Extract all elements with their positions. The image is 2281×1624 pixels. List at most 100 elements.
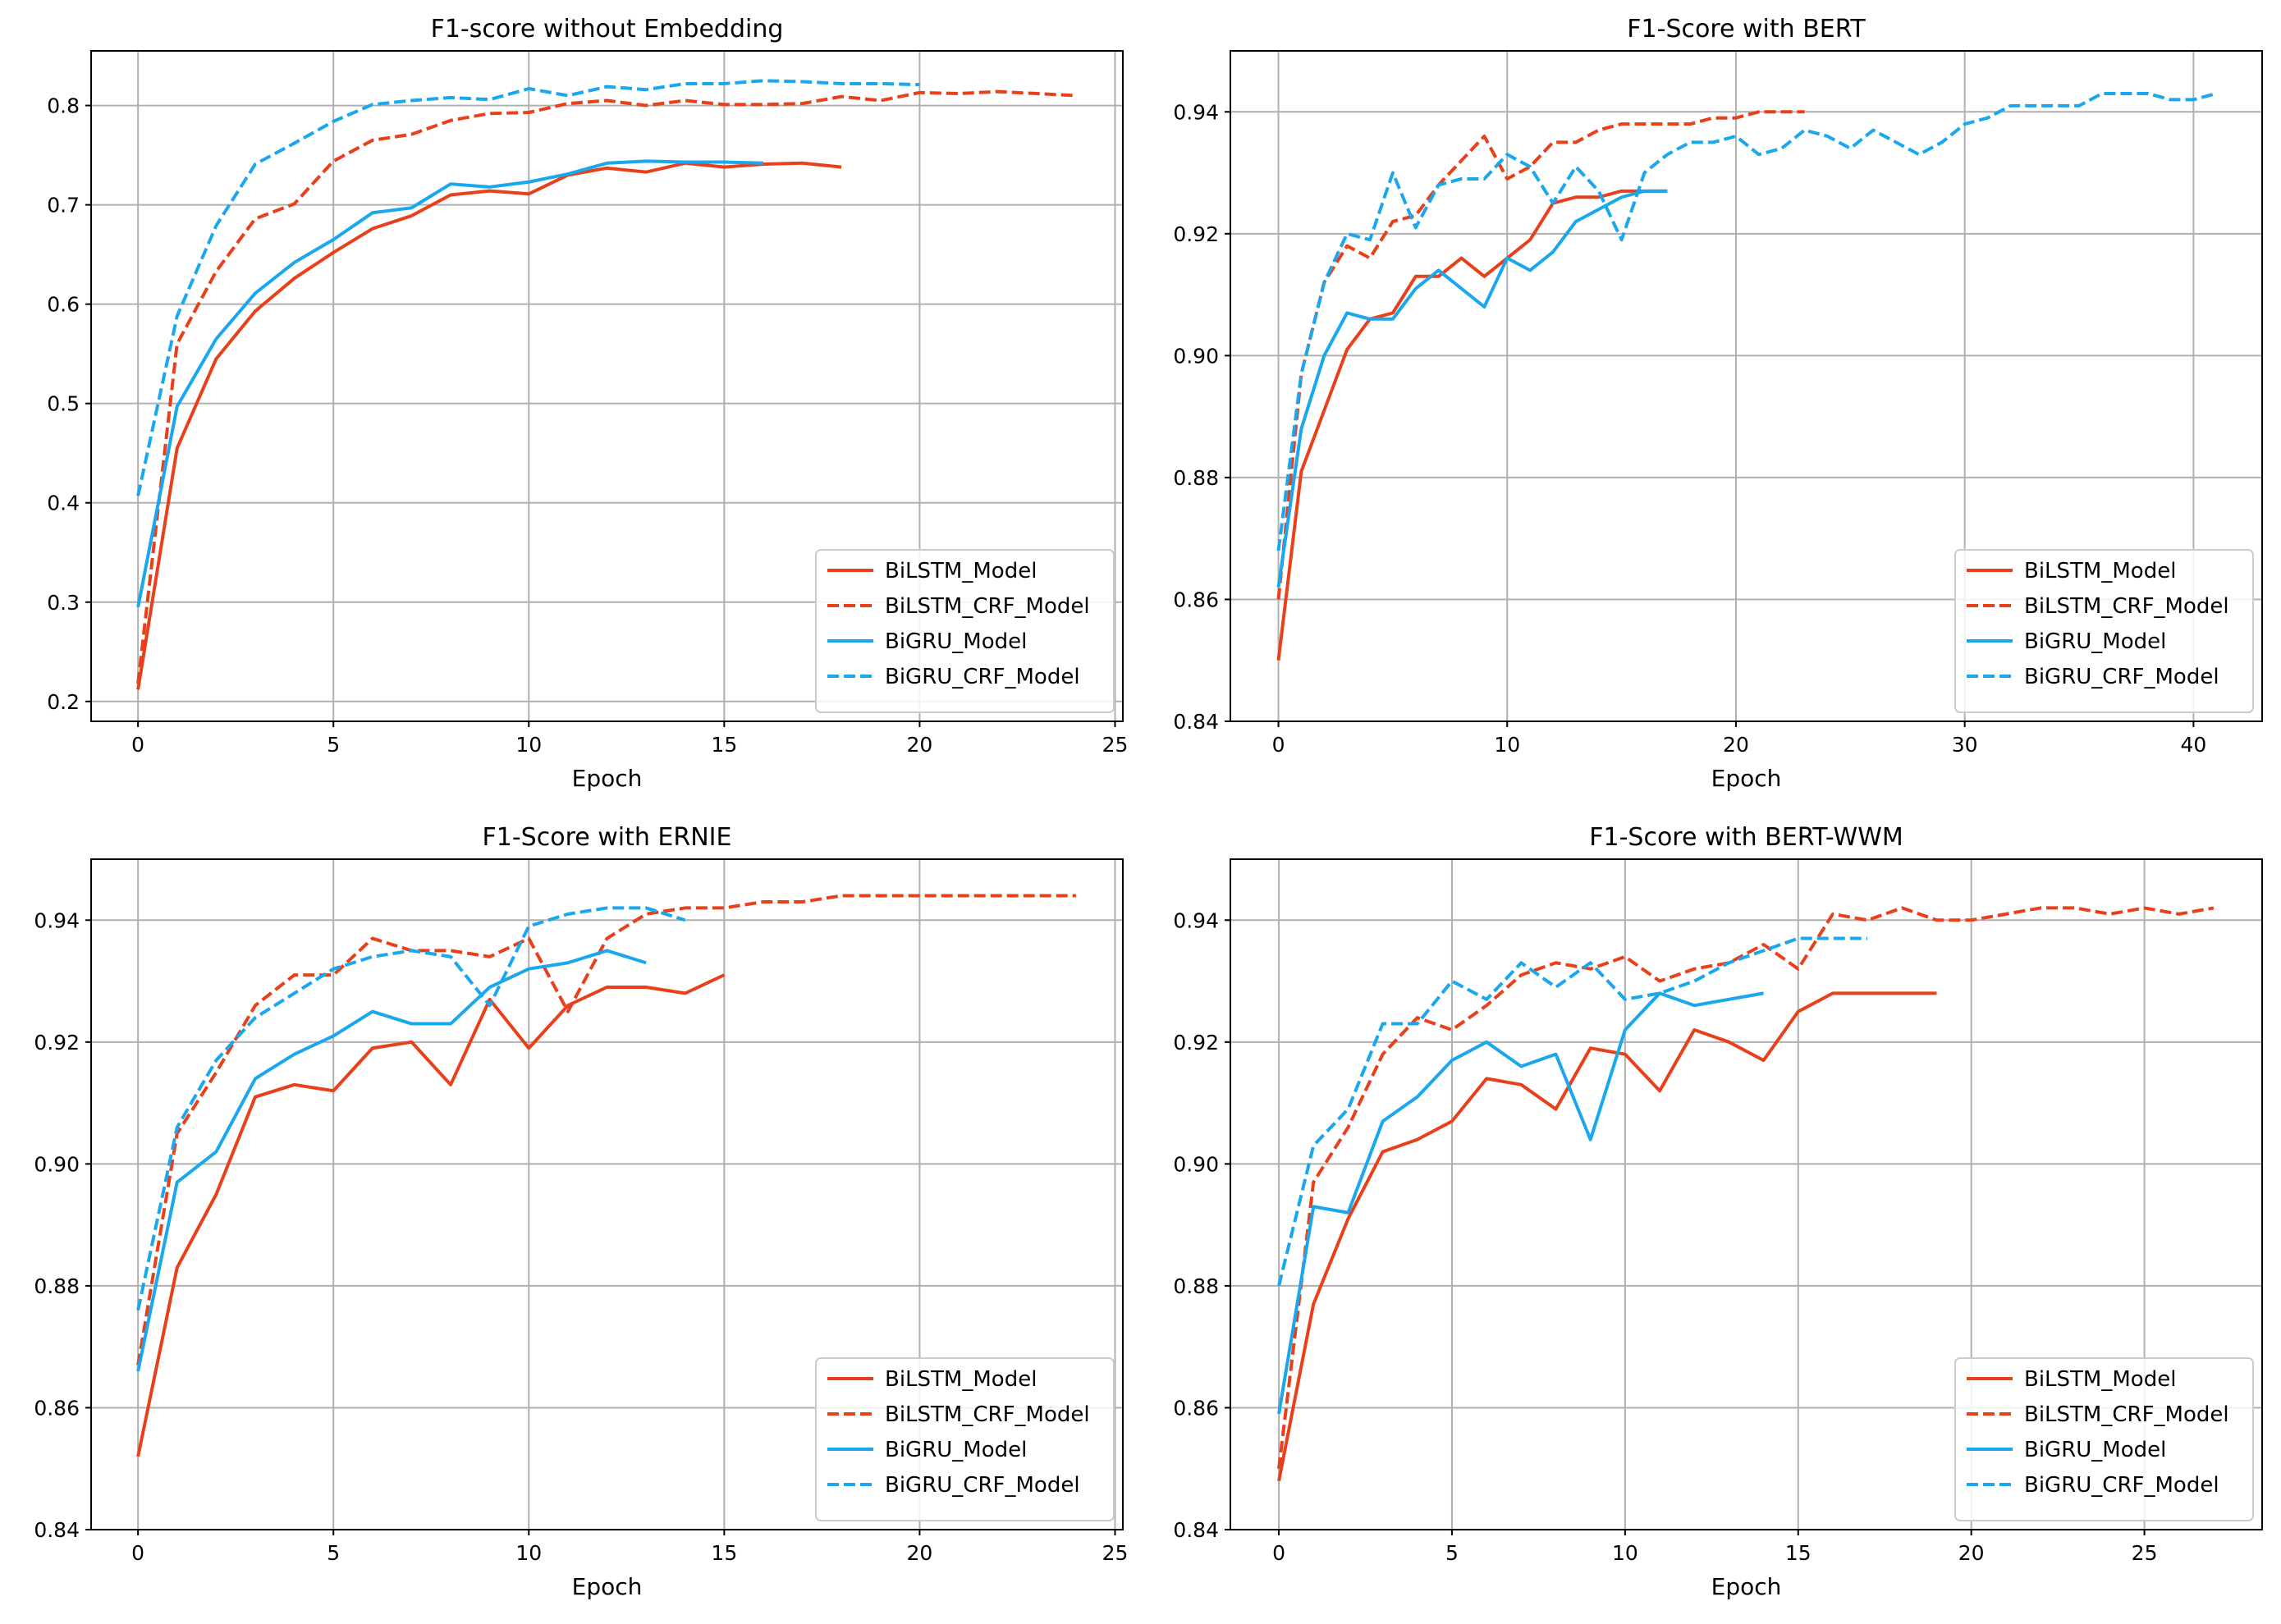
legend-label: BiGRU_Model bbox=[2024, 629, 2166, 654]
series-line-BiGRU_Model bbox=[1276, 189, 1668, 588]
x-tick-label: 10 bbox=[515, 733, 542, 757]
x-tick-label: 15 bbox=[1785, 1541, 1812, 1565]
series-line-BiLSTM_CRF_Model bbox=[1276, 110, 1805, 600]
legend-label: BiGRU_CRF_Model bbox=[2024, 1473, 2219, 1498]
series-line-BiGRU_Model bbox=[136, 159, 764, 608]
y-tick-label: 0.8 bbox=[47, 94, 80, 118]
y-tick-label: 0.90 bbox=[34, 1152, 80, 1176]
y-tick-label: 0.6 bbox=[47, 293, 80, 317]
x-tick-label: 30 bbox=[1952, 733, 1978, 757]
x-axis-label: Epoch bbox=[1711, 1573, 1782, 1600]
legend-label: BiLSTM_CRF_Model bbox=[885, 594, 1090, 619]
y-tick-label: 0.86 bbox=[34, 1396, 80, 1420]
legend-label: BiGRU_Model bbox=[885, 629, 1027, 654]
x-tick-label: 10 bbox=[1494, 733, 1520, 757]
y-tick-label: 0.2 bbox=[47, 690, 80, 714]
x-tick-label: 15 bbox=[711, 1541, 737, 1565]
series-line-BiGRU_Model bbox=[136, 949, 647, 1372]
y-tick-label: 0.86 bbox=[1173, 588, 1219, 611]
series-line-BiGRU_CRF_Model bbox=[1277, 936, 1868, 1287]
y-tick-label: 0.4 bbox=[47, 492, 80, 515]
y-tick-label: 0.84 bbox=[34, 1518, 80, 1542]
y-tick-label: 0.92 bbox=[1173, 1031, 1219, 1054]
x-tick-label: 20 bbox=[1958, 1541, 1985, 1565]
chart-title: F1-Score with BERT bbox=[1627, 15, 1866, 43]
series-line-BiLSTM_CRF_Model bbox=[136, 894, 1076, 1366]
x-tick-label: 25 bbox=[2132, 1541, 2158, 1565]
y-tick-label: 0.94 bbox=[34, 908, 80, 932]
x-tick-label: 5 bbox=[1445, 1541, 1459, 1565]
y-tick-label: 0.94 bbox=[1173, 908, 1219, 932]
x-axis-label: Epoch bbox=[1711, 765, 1782, 792]
legend-box bbox=[1954, 1357, 2254, 1521]
x-tick-label: 0 bbox=[1272, 1541, 1285, 1565]
x-tick-label: 0 bbox=[1272, 733, 1285, 757]
legend-label: BiGRU_CRF_Model bbox=[2024, 665, 2219, 689]
legend-box bbox=[815, 549, 1115, 713]
legend-box bbox=[815, 1357, 1115, 1521]
plot-frame bbox=[1230, 50, 2263, 722]
x-tick-label: 5 bbox=[327, 1541, 340, 1565]
y-tick-label: 0.84 bbox=[1173, 710, 1219, 734]
chart-panel-3: 0 5 10 15 20 25 0.84 0.86 0.88 0.90 0.92 0.94 F1-Sco… bbox=[34, 823, 1128, 1600]
chart-panel-2: 0 10 20 30 40 0.84 0.86 0.88 0.90 0.92 0.94 F1-Scor… bbox=[1173, 15, 2263, 792]
legend-label: BiLSTM_Model bbox=[885, 559, 1037, 583]
x-tick-label: 20 bbox=[907, 733, 933, 757]
plot-frame bbox=[1230, 858, 2263, 1530]
series-line-BiGRU_CRF_Model bbox=[1276, 91, 2217, 551]
y-tick-label: 0.88 bbox=[1173, 1274, 1219, 1298]
legend-label: BiLSTM_Model bbox=[2024, 1367, 2176, 1392]
x-tick-label: 5 bbox=[327, 733, 340, 757]
legend-label: BiGRU_CRF_Model bbox=[885, 665, 1080, 689]
series-line-BiGRU_CRF_Model bbox=[136, 79, 920, 496]
x-tick-label: 25 bbox=[1102, 733, 1129, 757]
x-tick-label: 20 bbox=[907, 1541, 933, 1565]
x-axis-label: Epoch bbox=[572, 1573, 643, 1600]
legend-label: BiGRU_Model bbox=[2024, 1438, 2166, 1462]
series-line-BiGRU_Model bbox=[1277, 991, 1764, 1415]
legend-label: BiLSTM_CRF_Model bbox=[885, 1402, 1090, 1427]
legend-label: BiLSTM_Model bbox=[2024, 559, 2176, 583]
chart-panel-1: 0 5 10 15 20 25 0.2 0.3 0.4 0.5 0.6 0.7 0.8 F1-score … bbox=[47, 15, 1128, 792]
series-line-BiLSTM_Model bbox=[1277, 991, 1937, 1481]
series-line-BiGRU_CRF_Model bbox=[136, 906, 686, 1311]
chart-title: F1-Score with BERT-WWM bbox=[1589, 823, 1903, 852]
series-line-BiLSTM_Model bbox=[136, 161, 842, 690]
y-tick-label: 0.88 bbox=[34, 1274, 80, 1298]
x-tick-label: 10 bbox=[515, 1541, 542, 1565]
legend-label: BiLSTM_CRF_Model bbox=[2024, 1402, 2229, 1427]
legend-box bbox=[1954, 549, 2254, 713]
x-tick-label: 40 bbox=[2180, 733, 2206, 757]
x-tick-label: 25 bbox=[1102, 1541, 1129, 1565]
series-line-BiLSTM_CRF_Model bbox=[1277, 906, 2215, 1469]
y-tick-label: 0.94 bbox=[1173, 100, 1219, 124]
legend: BiLSTM_Model BiLSTM_CRF_Model BiGRU_Model B… bbox=[1954, 549, 2254, 713]
x-tick-label: 0 bbox=[131, 1541, 144, 1565]
x-tick-label: 10 bbox=[1612, 1541, 1638, 1565]
chart-title: F1-Score with ERNIE bbox=[483, 823, 732, 852]
plot-frame bbox=[90, 50, 1124, 722]
x-axis-label: Epoch bbox=[572, 765, 643, 792]
legend-label: BiLSTM_CRF_Model bbox=[2024, 594, 2229, 619]
y-tick-label: 0.84 bbox=[1173, 1518, 1219, 1542]
legend-label: BiGRU_CRF_Model bbox=[885, 1473, 1080, 1498]
chart-panel-4: 0 5 10 15 20 25 0.84 0.86 0.88 0.90 0.92 0.94 F1-Sco… bbox=[1173, 823, 2263, 1600]
y-tick-label: 0.92 bbox=[1173, 222, 1219, 246]
legend-label: BiGRU_Model bbox=[885, 1438, 1027, 1462]
y-tick-label: 0.92 bbox=[34, 1031, 80, 1054]
legend-label: BiLSTM_Model bbox=[885, 1367, 1037, 1392]
y-tick-label: 0.90 bbox=[1173, 1152, 1219, 1176]
legend: BiLSTM_Model BiLSTM_CRF_Model BiGRU_Model B… bbox=[815, 549, 1115, 713]
y-tick-label: 0.7 bbox=[47, 194, 80, 217]
legend: BiLSTM_Model BiLSTM_CRF_Model BiGRU_Model B… bbox=[1954, 1357, 2254, 1521]
y-tick-label: 0.5 bbox=[47, 392, 80, 416]
x-tick-label: 15 bbox=[711, 733, 737, 757]
y-tick-label: 0.3 bbox=[47, 591, 80, 615]
series-line-BiLSTM_Model bbox=[136, 973, 726, 1457]
x-tick-label: 20 bbox=[1723, 733, 1749, 757]
plot-frame bbox=[90, 858, 1124, 1530]
y-tick-label: 0.88 bbox=[1173, 466, 1219, 490]
series-line-BiLSTM_CRF_Model bbox=[136, 89, 1076, 684]
legend: BiLSTM_Model BiLSTM_CRF_Model BiGRU_Model B… bbox=[815, 1357, 1115, 1521]
